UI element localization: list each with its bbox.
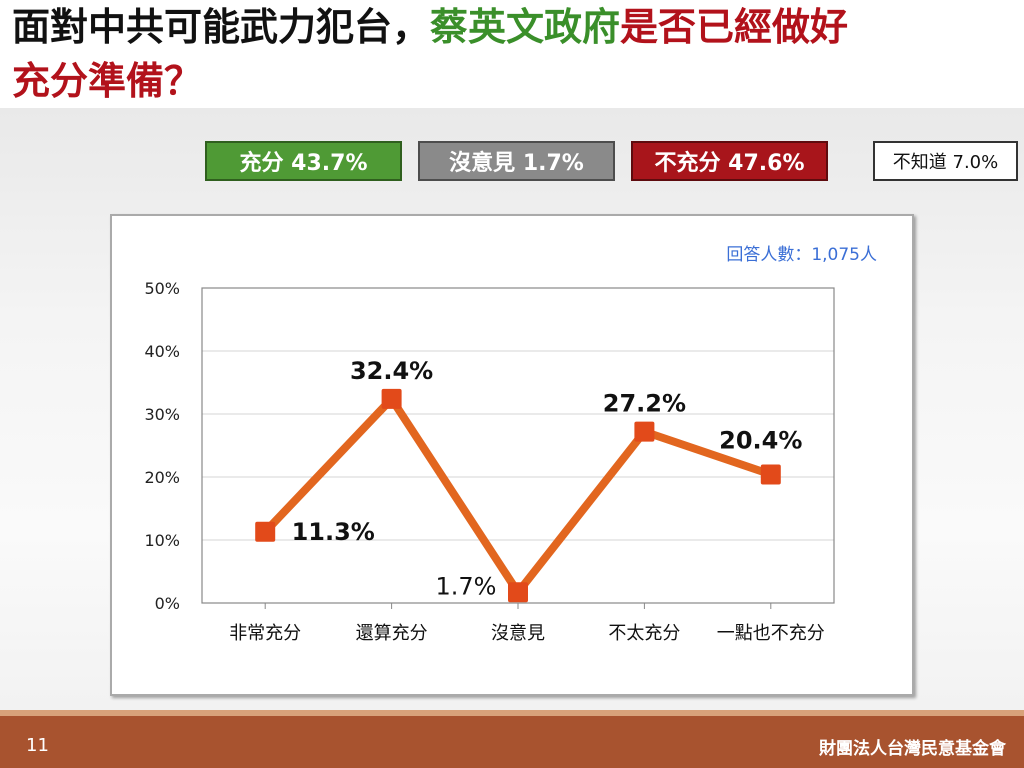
data-point-marker (634, 421, 655, 442)
title-part-1: 面對中共可能武力犯台， (12, 5, 431, 49)
data-point-marker (508, 582, 528, 603)
line-chart: 0% 10% 20% 30% 40% 50% 非常充分 還算充分 沒意見 不太充分 一點也不充分 11… (144, 245, 877, 644)
summary-insufficient-box: 不充分 47.6% (631, 141, 828, 181)
slide-title-line-2: 充分準備？ (12, 58, 202, 104)
data-label: 1.7% (436, 572, 497, 600)
page-number: 11 (26, 735, 49, 756)
summary-no-opinion-box: 沒意見 1.7% (418, 141, 615, 181)
chart-panel: 0% 10% 20% 30% 40% 50% 非常充分 還算充分 沒意見 不太充分 一點也不充分 11… (110, 214, 914, 696)
summary-sufficient-box: 充分 43.7% (205, 141, 402, 181)
x-category-label: 還算充分 (356, 623, 428, 644)
data-label: 32.4% (350, 357, 433, 385)
x-category-label: 沒意見 (491, 623, 545, 644)
x-category-label: 一點也不充分 (717, 623, 825, 644)
y-tick-label: 20% (144, 468, 180, 487)
title-part-2: 蔡英文政府 (430, 5, 621, 49)
data-label: 11.3% (292, 518, 375, 546)
data-label: 27.2% (603, 390, 686, 418)
data-point-marker (255, 521, 276, 542)
footer-bar: 11 財團法人台灣民意基金會 (0, 710, 1024, 768)
slide-title-area: 面對中共可能武力犯台，蔡英文政府是否已經做好 充分準備？ (0, 0, 1024, 108)
x-category-label: 不太充分 (608, 623, 680, 644)
y-tick-label: 10% (144, 531, 180, 550)
series-line (261, 394, 775, 597)
x-category-label: 非常充分 (229, 623, 301, 644)
data-point-marker (381, 388, 402, 409)
title-part-3: 是否已經做好 (620, 5, 849, 49)
title-line-2-red: 充分準備？ (12, 59, 203, 103)
y-tick-label: 30% (144, 405, 180, 424)
summary-dont-know-box: 不知道 7.0% (873, 141, 1018, 181)
y-tick-label: 50% (144, 279, 180, 298)
data-label: 20.4% (719, 426, 802, 454)
y-tick-label: 0% (155, 594, 180, 613)
organization-name: 財團法人台灣民意基金會 (819, 739, 1006, 759)
slide-title-line-1: 面對中共可能武力犯台，蔡英文政府是否已經做好 (12, 4, 848, 50)
respondent-count-annotation: 回答人數：1,075人 (726, 245, 877, 265)
data-point-marker (760, 464, 781, 485)
y-tick-label: 40% (144, 342, 180, 361)
